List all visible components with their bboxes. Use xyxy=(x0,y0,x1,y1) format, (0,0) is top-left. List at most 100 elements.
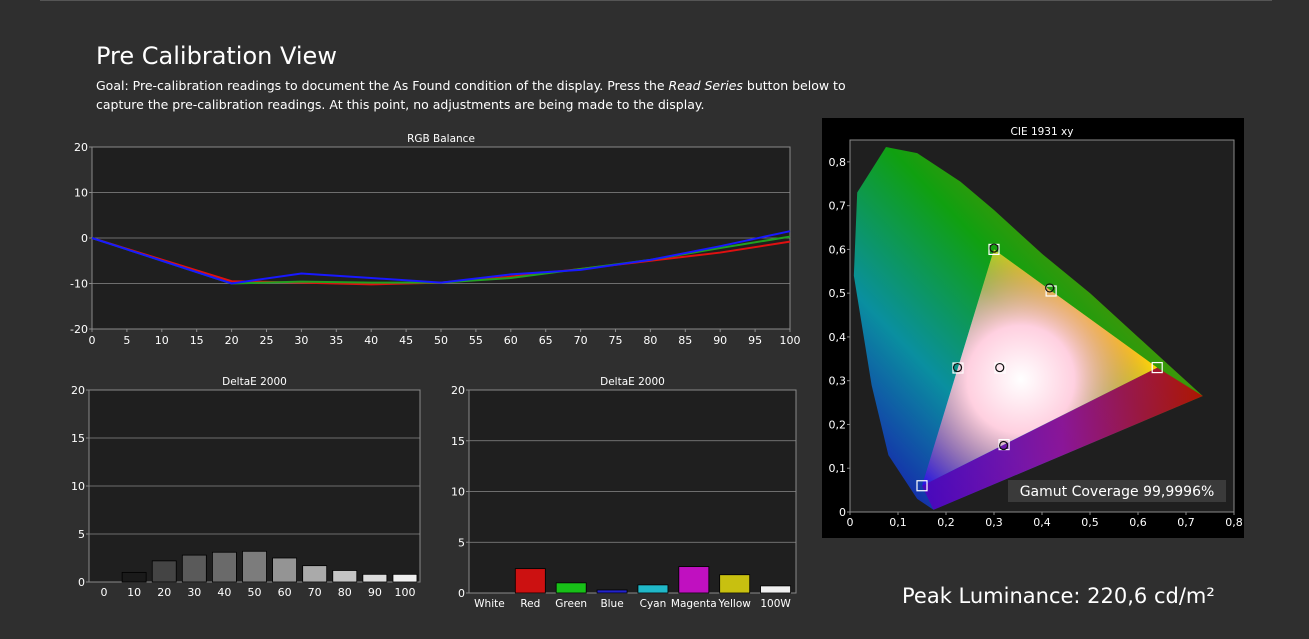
y-tick-label: 0 xyxy=(839,506,846,519)
x-category-label: Cyan xyxy=(640,598,667,610)
x-tick-label: 20 xyxy=(225,334,239,347)
bar-red xyxy=(514,568,546,594)
x-category-label: 10 xyxy=(127,586,141,599)
blue-series-line xyxy=(91,230,791,285)
bar-20 xyxy=(151,560,177,583)
y-tick-label: -20 xyxy=(70,323,88,336)
x-tick-label: 45 xyxy=(399,334,413,347)
y-tick-label: 0 xyxy=(81,232,88,245)
y-tick-label: 0,6 xyxy=(829,243,847,256)
bar-100w xyxy=(760,585,791,594)
x-tick-label: 0,1 xyxy=(889,516,907,529)
y-tick-label: -10 xyxy=(70,278,88,291)
x-tick-label: 15 xyxy=(190,334,204,347)
y-tick-label: 0,8 xyxy=(829,156,847,169)
x-tick-label: 75 xyxy=(609,334,623,347)
measured-point xyxy=(1045,283,1055,293)
chart-title: DeltaE 2000 xyxy=(222,376,287,388)
bar-60 xyxy=(272,557,297,583)
x-tick-label: 0,3 xyxy=(985,516,1003,529)
chart-title: CIE 1931 xy xyxy=(1011,126,1074,138)
measured-point xyxy=(952,362,963,373)
y-tick-label: 15 xyxy=(451,435,465,448)
x-category-label: 100W xyxy=(760,598,791,610)
y-tick-label: 20 xyxy=(74,141,88,154)
y-tick-label: 10 xyxy=(451,486,465,499)
x-category-label: Green xyxy=(555,598,587,610)
x-category-label: 70 xyxy=(308,586,322,599)
bar-yellow xyxy=(719,574,751,594)
bar-blue xyxy=(596,589,628,594)
y-tick-label: 0,1 xyxy=(829,462,847,475)
measured-point xyxy=(999,440,1009,451)
chart-title: RGB Balance xyxy=(407,133,475,145)
y-tick-label: 15 xyxy=(71,432,85,445)
y-tick-label: 0,5 xyxy=(829,287,847,300)
x-category-label: Red xyxy=(520,598,540,610)
y-tick-label: 0,7 xyxy=(829,200,847,213)
x-tick-label: 40 xyxy=(364,334,378,347)
x-category-label: 0 xyxy=(101,586,108,599)
page-title: Pre Calibration View xyxy=(96,42,337,70)
x-tick-label: 10 xyxy=(155,334,169,347)
x-tick-label: 50 xyxy=(434,334,448,347)
x-category-label: Magenta xyxy=(671,598,717,610)
gamut-coverage-label: Gamut Coverage 99,9996% xyxy=(1020,484,1215,500)
x-tick-label: 55 xyxy=(469,334,483,347)
x-tick-label: 0,7 xyxy=(1177,516,1195,529)
target-square-y xyxy=(1045,285,1057,297)
y-tick-label: 10 xyxy=(71,480,85,493)
x-category-label: 100 xyxy=(394,586,415,599)
x-category-label: 40 xyxy=(217,586,231,599)
x-category-label: 90 xyxy=(368,586,382,599)
x-tick-label: 60 xyxy=(504,334,518,347)
bar-80 xyxy=(332,570,358,583)
y-tick-label: 10 xyxy=(74,187,88,200)
purple-region xyxy=(922,367,1203,510)
read-series-reference: Read Series xyxy=(668,78,743,93)
x-tick-label: 0 xyxy=(89,334,96,347)
goal-description: Goal: Pre-calibration readings to docume… xyxy=(96,76,856,114)
x-tick-label: 0,2 xyxy=(937,516,955,529)
x-tick-label: 5 xyxy=(123,334,130,347)
y-tick-label: 20 xyxy=(71,384,85,397)
x-tick-label: 80 xyxy=(643,334,657,347)
x-category-label: Blue xyxy=(600,598,623,610)
bar-cyan xyxy=(637,584,669,594)
bar-90 xyxy=(362,573,388,583)
x-category-label: 60 xyxy=(278,586,292,599)
measured-point xyxy=(995,362,1005,373)
measured-point xyxy=(989,243,999,253)
bar-40 xyxy=(212,551,237,583)
gamut-label-box xyxy=(1008,480,1226,502)
y-tick-label: 0,3 xyxy=(829,375,847,388)
y-tick-label: 20 xyxy=(451,384,465,397)
peak-luminance: Peak Luminance: 220,6 cd/m² xyxy=(902,584,1215,608)
top-divider xyxy=(40,0,1272,1)
x-tick-label: 0,5 xyxy=(1081,516,1099,529)
x-tick-label: 95 xyxy=(748,334,762,347)
x-category-label: 80 xyxy=(338,586,352,599)
y-tick-label: 0 xyxy=(458,587,465,600)
bar-70 xyxy=(302,565,328,583)
x-tick-label: 65 xyxy=(539,334,553,347)
bar-10 xyxy=(121,571,147,583)
bar-50 xyxy=(242,550,267,583)
y-tick-label: 0,4 xyxy=(829,331,847,344)
bar-green xyxy=(555,582,587,594)
x-tick-label: 85 xyxy=(678,334,692,347)
chart-title: DeltaE 2000 xyxy=(600,376,665,388)
x-tick-label: 0,8 xyxy=(1225,516,1243,529)
x-category-label: 20 xyxy=(157,586,171,599)
x-tick-label: 0,4 xyxy=(1033,516,1051,529)
bar-magenta xyxy=(678,566,710,594)
goal-text-start: Goal: Pre-calibration readings to docume… xyxy=(96,78,669,93)
x-category-label: 30 xyxy=(187,586,201,599)
color-deltae-chart: DeltaE 2000 20 15 10 5 0 White Red Green Blue Cyan… xyxy=(451,376,797,610)
y-tick-label: 5 xyxy=(78,528,85,541)
x-tick-label: 0,6 xyxy=(1129,516,1147,529)
x-tick-label: 100 xyxy=(780,334,801,347)
target-square-r xyxy=(1151,361,1163,374)
